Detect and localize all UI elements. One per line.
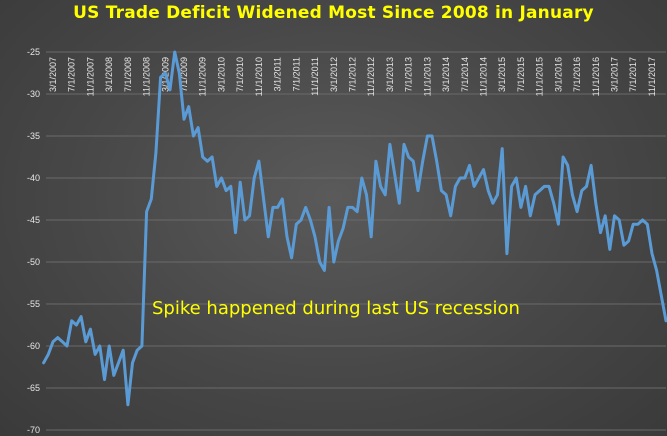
- x-tick-label: 3/1/2010: [216, 57, 226, 92]
- series-layer: [42, 50, 667, 407]
- x-tick-label: 11/1/2014: [479, 57, 489, 96]
- x-tick-label: 11/1/2012: [366, 57, 376, 96]
- y-axis-ticks: -25 -30 -35 -40 -45 -50 -55 -60 -65 -70: [27, 47, 40, 435]
- y-tick-label: -45: [27, 215, 40, 225]
- x-tick-label: 11/1/2009: [198, 57, 208, 96]
- x-tick-label: 11/1/2013: [422, 57, 432, 96]
- x-tick-label: 11/1/2016: [591, 57, 601, 96]
- x-tick-label: 11/1/2007: [85, 57, 95, 96]
- x-tick-label: 7/1/2010: [235, 57, 245, 92]
- x-axis-ticks: 3/1/2007 7/1/2007 11/1/2007 3/1/2008 7/1/200…: [48, 57, 657, 96]
- x-tick-label: 11/1/2011: [310, 57, 320, 96]
- y-tick-label: -25: [27, 47, 40, 57]
- chart-title: US Trade Deficit Widened Most Since 2008…: [73, 3, 594, 23]
- x-tick-label: 3/1/2008: [104, 57, 114, 92]
- x-tick-label: 3/1/2007: [48, 57, 58, 92]
- x-tick-label: 7/1/2015: [516, 57, 526, 92]
- trade-deficit-series-line: [42, 50, 667, 407]
- x-tick-label: 7/1/2009: [179, 57, 189, 92]
- gridlines: [46, 51, 666, 431]
- x-tick-label: 7/1/2013: [404, 57, 414, 92]
- x-tick-label: 3/1/2013: [385, 57, 395, 92]
- x-tick-label: 7/1/2016: [572, 57, 582, 92]
- x-tick-label: 11/1/2010: [254, 57, 264, 96]
- x-tick-label: 7/1/2017: [628, 57, 638, 92]
- x-tick-label: 3/1/2012: [329, 57, 339, 92]
- x-tick-label: 3/1/2011: [273, 57, 283, 91]
- x-tick-label: 7/1/2008: [123, 57, 133, 92]
- x-tick-label: 11/1/2017: [647, 57, 657, 96]
- x-tick-label: 3/1/2017: [610, 57, 620, 92]
- x-tick-label: 7/1/2012: [347, 57, 357, 92]
- x-tick-label: 3/1/2014: [441, 57, 451, 92]
- y-tick-label: -70: [27, 425, 40, 435]
- y-tick-label: -60: [27, 341, 40, 351]
- x-tick-label: 7/1/2011: [291, 57, 301, 91]
- y-tick-label: -35: [27, 131, 40, 141]
- y-tick-label: -55: [27, 299, 40, 309]
- recession-annotation: Spike happened during last US recession: [152, 298, 520, 319]
- y-tick-label: -30: [27, 89, 40, 99]
- y-tick-label: -50: [27, 257, 40, 267]
- x-tick-label: 11/1/2015: [535, 57, 545, 96]
- x-tick-label: 3/1/2016: [553, 57, 563, 92]
- x-tick-label: 7/1/2014: [460, 57, 470, 92]
- x-tick-label: 3/1/2015: [497, 57, 507, 92]
- y-tick-label: -40: [27, 173, 40, 183]
- x-tick-label: 7/1/2007: [67, 57, 77, 92]
- x-tick-label: 11/1/2008: [142, 57, 152, 96]
- y-tick-label: -65: [27, 383, 40, 393]
